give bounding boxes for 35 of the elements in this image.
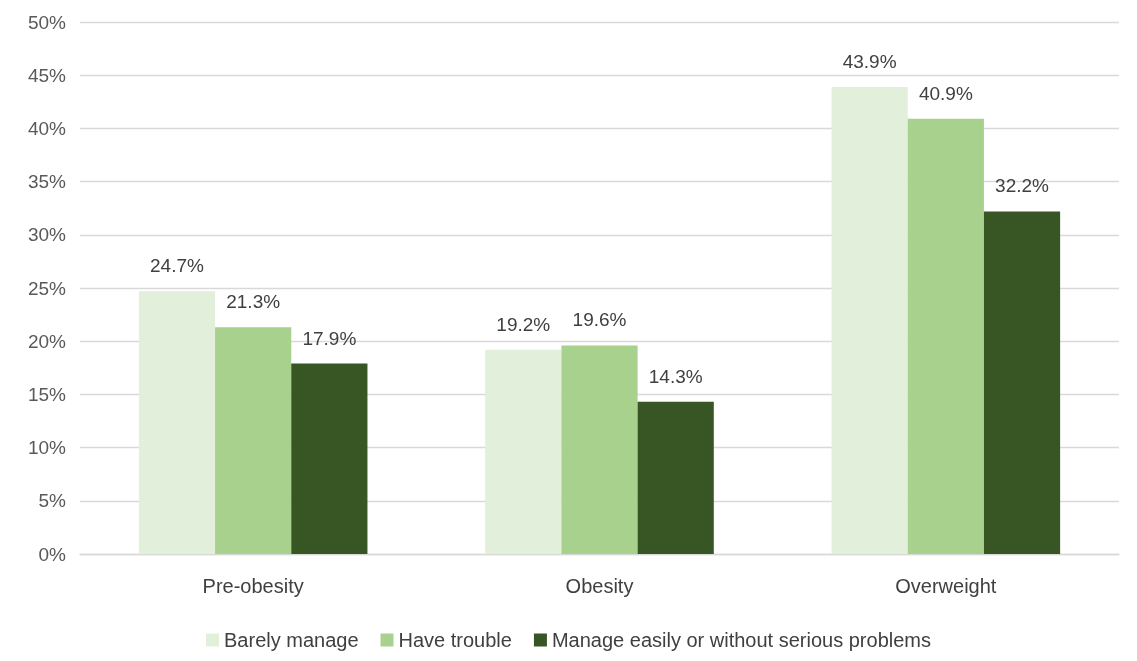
bar [291,363,368,554]
data-label: 19.2% [496,313,551,335]
legend-label: Have trouble [398,629,512,651]
y-tick-label: 20% [27,330,67,352]
data-label: 19.6% [572,309,627,331]
bar [561,345,638,554]
bar [831,86,908,554]
legend-label: Barely manage [224,629,359,651]
bar [983,211,1061,554]
x-tick-label: Pre-obesity [202,575,304,597]
data-label: 24.7% [150,255,205,277]
y-tick-label: 0% [38,543,67,565]
bar [907,118,984,554]
y-tick-label: 30% [27,224,67,246]
y-tick-label: 50% [27,11,67,33]
y-tick-label: 40% [27,117,67,139]
x-tick-label: Overweight [895,575,997,597]
data-label: 14.3% [648,365,703,387]
y-tick-label: 35% [27,171,67,193]
bar [138,291,216,554]
y-tick-label: 5% [38,490,67,512]
bar [215,327,292,554]
data-label: 32.2% [995,175,1050,197]
data-label: 40.9% [918,82,973,104]
y-tick-label: 10% [27,437,67,459]
bar [485,349,562,554]
data-label: 21.3% [226,291,281,313]
legend-label: Manage easily or without serious problems [551,629,931,651]
y-tick-label: 15% [27,383,67,405]
y-tick-label: 45% [27,64,67,86]
bar [637,401,714,554]
y-tick-label: 25% [27,277,67,299]
x-tick-label: Obesity [565,575,634,597]
data-label: 17.9% [302,327,357,349]
data-label: 43.9% [842,50,897,72]
